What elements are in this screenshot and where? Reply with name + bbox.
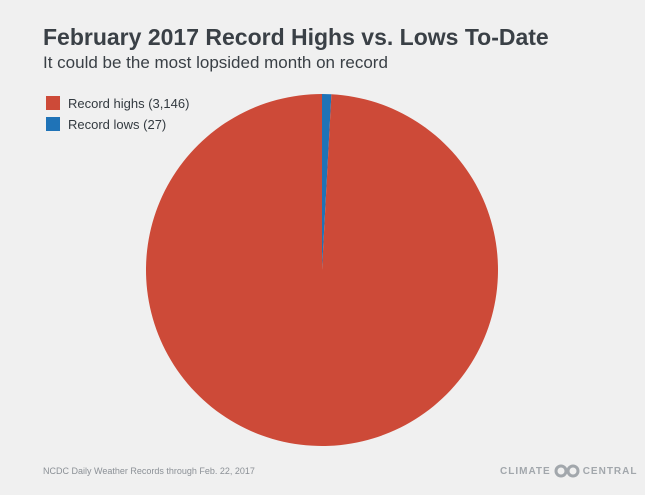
- chart-subtitle: It could be the most lopsided month on r…: [43, 53, 388, 72]
- legend-item-record-highs: Record highs (3,146): [46, 93, 189, 113]
- logo-text-climate: CLIMATE: [500, 465, 551, 477]
- logo-text-central: CENTRAL: [582, 465, 638, 477]
- legend-swatch-record-highs: [46, 96, 60, 110]
- legend: Record highs (3,146) Record lows (27): [46, 93, 189, 135]
- pie-slice-record-highs: [145, 94, 498, 447]
- pie-slice-record-lows: [322, 94, 332, 270]
- chart-title: February 2017 Record Highs vs. Lows To-D…: [43, 24, 549, 50]
- climate-central-logo: CLIMATE CENTRAL: [500, 464, 637, 478]
- logo-mark-icon: [554, 464, 580, 478]
- source-note: NCDC Daily Weather Records through Feb. …: [43, 466, 255, 476]
- legend-item-record-lows: Record lows (27): [46, 114, 189, 134]
- legend-label-record-lows: Record lows (27): [68, 116, 167, 132]
- legend-swatch-record-lows: [46, 117, 60, 131]
- legend-label-record-highs: Record highs (3,146): [68, 95, 190, 111]
